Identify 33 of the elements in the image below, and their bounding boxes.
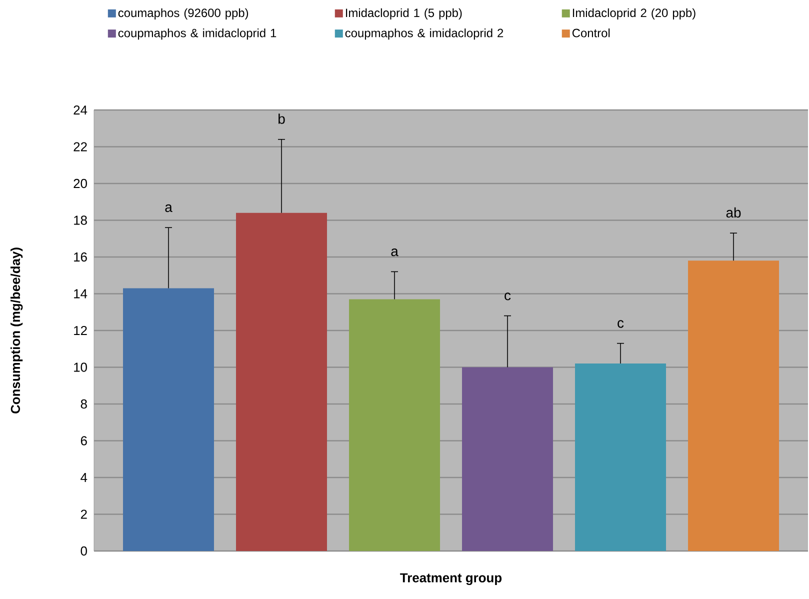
- bar: [575, 364, 666, 551]
- y-tick-label: 16: [74, 252, 87, 262]
- bar: [688, 260, 780, 551]
- annotation: ab: [726, 207, 741, 218]
- y-tick-label: 2: [80, 510, 87, 519]
- legend-label: Control: [572, 28, 610, 38]
- legend-label: Imidacloprid 1 (5 ppb): [346, 8, 462, 20]
- y-tick-label: 14: [74, 289, 88, 298]
- y-tick-label: 0: [80, 546, 87, 556]
- bar: [349, 299, 440, 551]
- bar: [123, 288, 214, 551]
- bar: [462, 367, 554, 551]
- x-axis-title: Treatment group: [400, 573, 502, 586]
- legend-label: Imidacloprid 2 (20 ppb): [572, 8, 696, 20]
- y-tick-label: 22: [74, 142, 87, 152]
- y-axis-title: Consumption (mg/bee/day): [10, 248, 23, 414]
- y-tick-label: 10: [74, 362, 87, 372]
- annotation: c: [504, 292, 511, 300]
- y-tick-label: 24: [74, 105, 88, 115]
- y-tick-label: 12: [74, 326, 87, 336]
- annotation: a: [165, 204, 172, 212]
- legend-label: coumaphos (92600 ppb): [118, 8, 248, 20]
- y-tick-label: 4: [80, 473, 88, 482]
- y-tick-label: 18: [74, 216, 87, 225]
- y-tick-label: 8: [80, 399, 87, 409]
- legend-label: coupmaphos & imidacloprid 1: [118, 28, 276, 40]
- bar: [236, 212, 328, 551]
- legend-label: coupmaphos & imidacloprid 2: [345, 28, 504, 40]
- y-tick-label: 6: [80, 436, 87, 446]
- annotation: b: [278, 114, 285, 124]
- annotation: a: [391, 248, 398, 256]
- y-tick-label: 20: [74, 178, 87, 188]
- annotation: c: [618, 320, 624, 328]
